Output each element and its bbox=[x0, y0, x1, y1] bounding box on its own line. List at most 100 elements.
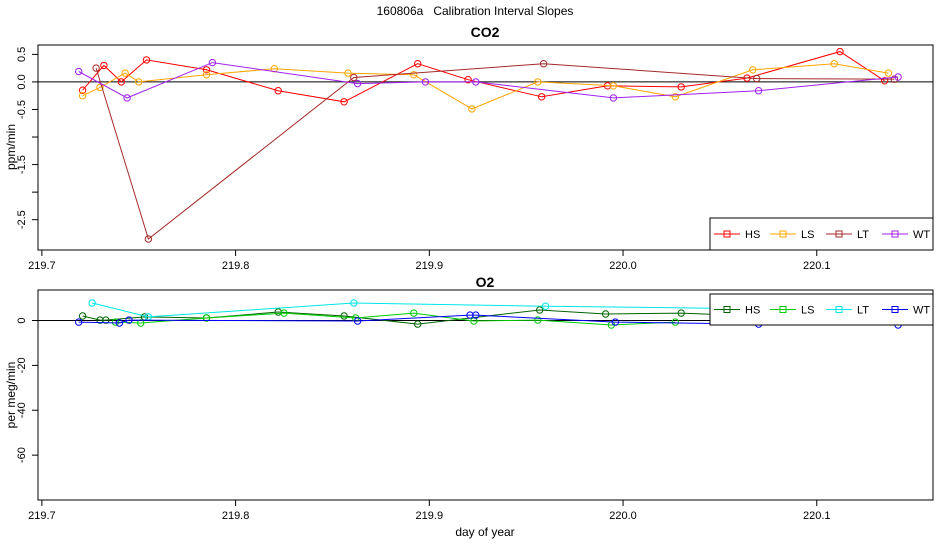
data-point-hs bbox=[102, 316, 110, 324]
data-point-hs bbox=[880, 77, 889, 85]
data-point-ls bbox=[111, 318, 120, 326]
y-tick-label: -40 bbox=[16, 402, 28, 418]
y-tick-label: 0.5 bbox=[16, 47, 28, 62]
legend-marker-icon bbox=[723, 230, 731, 238]
data-point-ls bbox=[410, 309, 418, 317]
series-line-lt bbox=[95, 63, 895, 240]
data-point-lt bbox=[350, 73, 358, 82]
legend-marker-icon bbox=[723, 306, 731, 313]
data-point-ls bbox=[202, 71, 211, 79]
data-point-ls bbox=[344, 69, 352, 77]
data-point-wt bbox=[123, 94, 131, 102]
data-point-wt bbox=[609, 94, 618, 102]
data-point-ls bbox=[202, 314, 211, 322]
legend-marker-icon bbox=[779, 306, 787, 313]
data-point-hs bbox=[414, 60, 422, 68]
series-line-wt bbox=[78, 62, 899, 99]
x-tick-label: 219.9 bbox=[416, 510, 444, 522]
data-point-lt bbox=[88, 299, 96, 307]
series-line-lt bbox=[92, 302, 895, 318]
data-point-lt bbox=[541, 302, 550, 310]
o2-panel-title: O2 bbox=[476, 274, 495, 290]
data-point-ls bbox=[280, 309, 288, 317]
data-point-hs bbox=[414, 320, 422, 328]
legend-label: WT bbox=[913, 229, 930, 241]
x-tick-label: 219.7 bbox=[28, 260, 56, 272]
plot-border bbox=[37, 44, 934, 251]
data-point-lt bbox=[890, 75, 898, 83]
series-line-hs bbox=[82, 309, 889, 325]
y-tick-label: -20 bbox=[16, 357, 28, 373]
data-point-ls bbox=[749, 66, 757, 74]
data-point-lt bbox=[350, 299, 358, 307]
data-point-hs bbox=[78, 312, 87, 320]
data-point-ls bbox=[884, 69, 893, 77]
x-tick-label: 219.8 bbox=[222, 260, 250, 272]
co2-y-axis-label: ppm/min bbox=[4, 124, 18, 170]
legend-marker-icon bbox=[891, 230, 899, 238]
data-point-wt bbox=[472, 311, 480, 319]
data-point-wt bbox=[466, 311, 474, 319]
plot-layers: 219.7 219.8 219.9 220.0 220.1 0.5 0.0 -0.5 -1.5 -… bbox=[16, 44, 934, 522]
data-point-ls bbox=[534, 78, 542, 86]
legend-label: LT bbox=[857, 229, 869, 241]
legend-label: LT bbox=[857, 305, 869, 317]
data-point-hs bbox=[340, 312, 348, 320]
data-point-hs bbox=[96, 316, 104, 324]
legend-label: WT bbox=[913, 305, 930, 317]
data-point-hs bbox=[340, 98, 348, 106]
data-point-ls bbox=[671, 93, 679, 101]
data-point-wt bbox=[125, 316, 133, 324]
data-point-ls bbox=[78, 92, 87, 100]
data-point-wt bbox=[353, 79, 362, 88]
panel-co2: 219.7 219.8 219.9 220.0 220.1 0.5 0.0 -0.5 -1.5 -… bbox=[16, 44, 934, 272]
legend-marker-icon bbox=[891, 306, 899, 313]
y-tick-label: 0.0 bbox=[16, 74, 28, 89]
data-point-hs bbox=[117, 78, 126, 86]
series-line-ls bbox=[82, 63, 889, 110]
data-point-wt bbox=[75, 67, 83, 76]
data-point-wt bbox=[75, 318, 83, 326]
x-tick-label: 220.1 bbox=[803, 510, 831, 522]
legend-label: HS bbox=[745, 229, 760, 241]
data-point-hs bbox=[677, 83, 685, 91]
data-point-wt bbox=[115, 319, 124, 327]
x-axis-label: day of year bbox=[455, 525, 514, 539]
y-tick-label: -0.5 bbox=[16, 100, 28, 119]
data-point-lt bbox=[144, 235, 153, 243]
legend-marker-icon bbox=[835, 230, 843, 238]
data-point-hs bbox=[601, 310, 610, 318]
data-point-hs bbox=[536, 306, 544, 314]
y-tick-label: -1.5 bbox=[16, 155, 28, 174]
data-point-hs bbox=[677, 309, 685, 317]
data-point-ls bbox=[671, 318, 679, 326]
data-point-hs bbox=[202, 66, 211, 74]
data-point-ls bbox=[121, 69, 129, 77]
data-point-hs bbox=[78, 86, 87, 94]
y-tick-label: 0 bbox=[16, 317, 28, 323]
data-point-hs bbox=[836, 47, 844, 56]
data-point-lt bbox=[539, 60, 548, 68]
legend-label: HS bbox=[745, 305, 760, 317]
x-tick-label: 220.0 bbox=[609, 510, 637, 522]
legend-marker-icon bbox=[779, 230, 787, 238]
data-point-ls bbox=[534, 316, 542, 324]
data-point-ls bbox=[410, 71, 418, 79]
x-tick-label: 220.0 bbox=[609, 260, 637, 272]
data-point-wt bbox=[472, 78, 480, 86]
legend-label: LS bbox=[801, 229, 814, 241]
o2-y-axis-label: per meg/min bbox=[4, 362, 18, 429]
data-point-hs bbox=[538, 93, 546, 101]
co2-panel-title: CO2 bbox=[471, 24, 500, 40]
data-point-ls bbox=[609, 82, 618, 90]
data-point-wt bbox=[421, 78, 430, 86]
panel-o2: 219.7 219.8 219.9 220.0 220.1 0 -20 -40 -60 HS LS L… bbox=[16, 289, 934, 522]
data-point-wt bbox=[353, 317, 362, 325]
x-tick-label: 219.7 bbox=[28, 510, 56, 522]
data-point-hs bbox=[100, 61, 108, 70]
data-point-lt bbox=[92, 64, 100, 72]
plot-border bbox=[37, 289, 934, 501]
x-tick-label: 220.1 bbox=[803, 260, 831, 272]
